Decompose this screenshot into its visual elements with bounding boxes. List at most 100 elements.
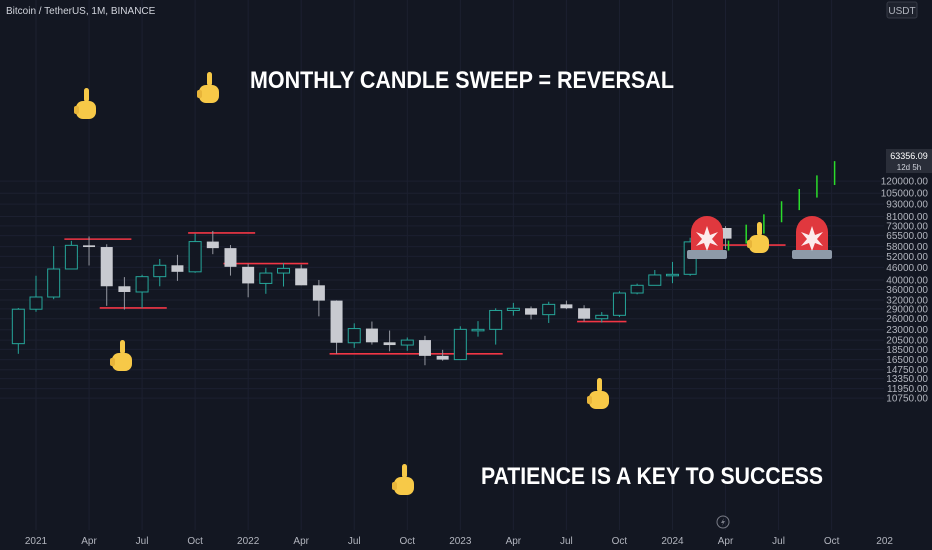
candle-body-up <box>506 307 520 311</box>
candle-body-up <box>153 264 167 278</box>
price-axis[interactable]: 120000.00105000.0093000.0081000.0073000.… <box>881 177 929 405</box>
candle-body-down <box>312 285 325 301</box>
siren-icon <box>792 216 832 259</box>
candle-body-up <box>135 276 149 293</box>
candle-body-down <box>83 245 96 248</box>
time-tick-label: 202 <box>876 536 893 547</box>
current-price-badge <box>886 149 932 173</box>
price-tick-label: 32000.00 <box>886 296 928 307</box>
candle <box>206 230 219 255</box>
candle <box>578 305 591 322</box>
currency-badge[interactable] <box>886 1 918 19</box>
candle-body-down <box>578 308 591 319</box>
candle <box>29 275 43 312</box>
candle-body-up <box>277 267 291 274</box>
candle <box>365 321 378 345</box>
time-tick-label: Jul <box>560 536 573 547</box>
candle <box>436 349 449 361</box>
candle <box>330 300 343 354</box>
candle <box>400 337 414 351</box>
candle <box>542 301 556 323</box>
candle-body-up <box>259 272 273 284</box>
candle-body-down <box>365 328 378 343</box>
time-tick-label: Oct <box>612 536 628 547</box>
candle-series <box>11 224 732 366</box>
candle <box>83 236 96 266</box>
price-tick-label: 29000.00 <box>886 304 928 315</box>
time-tick-label: Jul <box>772 536 785 547</box>
price-tick-label: 10750.00 <box>886 394 928 405</box>
candle-body-down <box>719 227 732 239</box>
time-tick-label: Apr <box>718 536 734 547</box>
candle <box>135 274 149 308</box>
price-tick-label: 93000.00 <box>886 200 928 211</box>
time-tick-label: 2023 <box>449 536 472 547</box>
pointing-hand-icon <box>197 72 219 103</box>
price-tick-label: 73000.00 <box>886 221 928 232</box>
pointing-hand-icon <box>74 88 96 119</box>
pair-title: Bitcoin / TetherUS, 1M, BINANCE <box>6 6 156 17</box>
candle <box>100 244 113 306</box>
candle <box>506 302 520 316</box>
time-tick-label: Apr <box>506 536 522 547</box>
candle-body-up <box>471 328 485 332</box>
siren-icon <box>687 216 727 259</box>
price-tick-label: 36000.00 <box>886 285 928 296</box>
candle <box>11 307 25 354</box>
candle-body-up <box>47 268 61 298</box>
candle <box>630 283 644 295</box>
candle-body-down <box>224 248 237 267</box>
pointing-hand-icon <box>392 464 414 495</box>
candle-body-up <box>29 296 43 310</box>
candle <box>312 279 325 317</box>
candle-body-up <box>595 314 609 320</box>
candle <box>259 267 273 294</box>
candle-body-up <box>188 241 202 273</box>
lightning-icon[interactable] <box>716 515 730 529</box>
candle-body-up <box>11 308 25 345</box>
candle-body-down <box>206 241 219 249</box>
candle <box>489 308 503 345</box>
price-tick-label: 46000.00 <box>886 263 928 274</box>
candle <box>224 245 237 276</box>
candle <box>347 323 361 348</box>
candle-body-up <box>665 273 679 277</box>
price-tick-label: 120000.00 <box>881 177 929 188</box>
price-tick-label: 26000.00 <box>886 314 928 325</box>
candle <box>525 306 538 320</box>
candle-body-down <box>525 308 538 315</box>
pointing-hand-icon <box>747 222 769 253</box>
price-tick-label: 13350.00 <box>886 374 928 385</box>
candle-body-down <box>171 265 184 272</box>
candle-countdown: 12d 5h <box>897 163 921 172</box>
candle-body-up <box>400 339 414 346</box>
price-tick-label: 16500.00 <box>886 355 928 366</box>
candle-body-down <box>560 304 573 309</box>
time-axis[interactable]: 2021 Apr Jul Oct 2022 Apr Jul Oct 2023 Apr Jul Oct 2… <box>25 536 894 547</box>
candle <box>295 264 308 286</box>
candle-body-down <box>383 342 396 346</box>
candle <box>471 321 485 337</box>
price-tick-label: 11950.00 <box>887 384 928 395</box>
candle <box>418 335 431 366</box>
candle-body-up <box>648 274 662 286</box>
candle <box>47 246 61 300</box>
grid-lines <box>0 0 886 530</box>
time-tick-label: 2021 <box>25 536 48 547</box>
price-tick-label: 58000.00 <box>886 242 928 253</box>
candle <box>595 312 609 323</box>
time-tick-label: Oct <box>824 536 840 547</box>
candle <box>64 240 78 270</box>
time-tick-label: 2022 <box>237 536 260 547</box>
candle <box>719 226 732 249</box>
price-tick-label: 40000.00 <box>886 275 928 286</box>
candle-body-down <box>100 247 113 287</box>
candle-body-down <box>295 268 308 286</box>
footer-annotation: PATIENCE IS A KEY TO SUCCESS <box>481 463 823 490</box>
price-scale-panel[interactable] <box>884 0 932 530</box>
price-tick-label: 14750.00 <box>886 365 928 376</box>
candle <box>453 326 467 361</box>
candle-body-down <box>418 340 431 356</box>
price-tick-label: 23000.00 <box>886 325 928 336</box>
